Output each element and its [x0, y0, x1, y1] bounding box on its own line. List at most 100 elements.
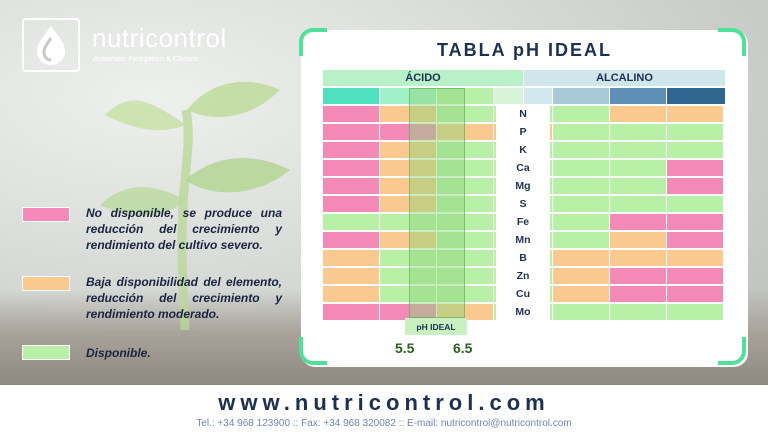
nutrient-cell: [380, 178, 436, 194]
nutrient-cell: [667, 106, 723, 122]
nutrient-cell: [667, 178, 723, 194]
brand-name: nutricontrol: [92, 23, 227, 53]
nutrient-cell: [437, 160, 493, 176]
acid-header: ÁCIDO: [323, 70, 523, 86]
ph-ideal-low: 5.5: [395, 340, 415, 356]
alkaline-header: ALCALINO: [524, 70, 725, 86]
nutrient-cell: [380, 232, 436, 248]
nutrient-cell: [323, 106, 379, 122]
nutrient-cell: [610, 304, 666, 320]
element-label: B: [496, 250, 550, 266]
nutrient-cell: [380, 142, 436, 158]
nutrient-cell: [437, 304, 493, 320]
nutrient-cell: [437, 286, 493, 302]
nutrient-cell: [323, 268, 379, 284]
table-title: TABLA pH IDEAL: [437, 40, 612, 60]
nutrient-cell: [380, 250, 436, 266]
nutrient-cell: [667, 232, 723, 248]
nutrient-cell: [553, 196, 609, 212]
water-drop-icon: [37, 26, 65, 65]
nutrient-cell: [610, 268, 666, 284]
header-color-cell: [553, 88, 609, 104]
nutrient-cell: [437, 196, 493, 212]
nutrient-cell: [553, 142, 609, 158]
panel-corner: [718, 337, 746, 365]
nutrient-cell: [553, 304, 609, 320]
legend-swatch-unavailable: [22, 207, 70, 222]
nutrient-cell: [610, 250, 666, 266]
panel-corner: [299, 28, 327, 56]
nutrient-cell: [380, 286, 436, 302]
nutrient-cell: [553, 250, 609, 266]
element-label: N: [496, 106, 550, 122]
header-color-cell: [323, 88, 379, 104]
nutrient-cell: [323, 142, 379, 158]
header-color-cell: [667, 88, 725, 104]
brand-tagline: Automatic Fertigation & Climate: [93, 54, 199, 63]
legend-swatch-low: [22, 276, 70, 291]
nutrient-cell: [667, 124, 723, 140]
panel-corner: [718, 28, 746, 56]
nutrient-cell: [437, 250, 493, 266]
nutrient-cell: [323, 214, 379, 230]
ph-ideal-band: [409, 88, 465, 318]
nutrient-cell: [380, 304, 436, 320]
nutrient-cell: [553, 160, 609, 176]
element-label: Cu: [496, 286, 550, 302]
nutrient-cell: [553, 268, 609, 284]
element-label: Fe: [496, 214, 550, 230]
nutrient-cell: [380, 268, 436, 284]
nutrient-cell: [380, 124, 436, 140]
nutrient-cell: [437, 124, 493, 140]
nutrient-cell: [553, 124, 609, 140]
nutrient-cell: [437, 178, 493, 194]
nutrient-cell: [437, 232, 493, 248]
footer: [0, 385, 768, 439]
nutrient-cell: [667, 304, 723, 320]
nutrient-cell: [610, 196, 666, 212]
legend-swatch-available: [22, 345, 70, 360]
nutrient-cell: [553, 106, 609, 122]
nutrient-cell: [610, 214, 666, 230]
nutrient-cell: [380, 106, 436, 122]
header-color-cell: [380, 88, 436, 104]
nutrient-cell: [380, 214, 436, 230]
nutrient-cell: [667, 214, 723, 230]
nutrient-cell: [553, 286, 609, 302]
contact-info: Tel.: +34 968 123900 :: Fax: +34 968 320…: [196, 418, 572, 429]
nutrient-cell: [323, 286, 379, 302]
nutrient-cell: [437, 268, 493, 284]
header-color-cell: [610, 88, 666, 104]
nutrient-cell: [323, 160, 379, 176]
nutrient-cell: [667, 142, 723, 158]
nutrient-cell: [610, 232, 666, 248]
nutrient-cell: [380, 196, 436, 212]
nutrient-cell: [437, 106, 493, 122]
nutrient-cell: [667, 196, 723, 212]
panel-corner: [299, 337, 327, 365]
element-label: S: [496, 196, 550, 212]
header-color-cell: [437, 88, 493, 104]
legend-text-low: Baja disponibilidad del elemento, reducc…: [86, 275, 282, 321]
nutrient-cell: [667, 250, 723, 266]
nutrient-cell: [380, 160, 436, 176]
nutrient-cell: [667, 160, 723, 176]
nutrient-cell: [610, 124, 666, 140]
element-label: P: [496, 124, 550, 140]
legend-text-available: Disponible.: [86, 346, 151, 360]
nutrient-cell: [323, 196, 379, 212]
header-color-cell: [494, 88, 523, 104]
nutrient-cell: [553, 178, 609, 194]
website-link[interactable]: www.nutricontrol.com: [218, 390, 550, 415]
nutrient-cell: [667, 268, 723, 284]
header-color-cell: [524, 88, 552, 104]
nutrient-cell: [323, 232, 379, 248]
legend-text-unavailable: No disponible, se produce una reducción …: [86, 206, 282, 252]
nutrient-cell: [323, 178, 379, 194]
element-label: Mo: [496, 304, 550, 320]
ph-ideal-label: pH IDEAL: [405, 318, 467, 335]
seedling-illustration: [100, 81, 290, 330]
nutrient-cell: [610, 178, 666, 194]
nutrient-cell: [437, 214, 493, 230]
brand-logo: [22, 18, 80, 72]
